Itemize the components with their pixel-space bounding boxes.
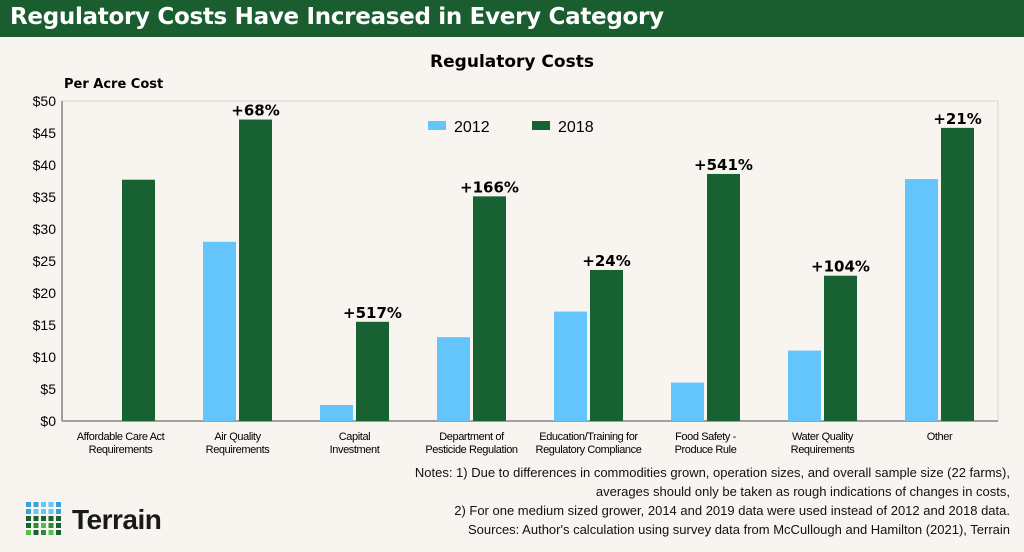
- change-label: +24%: [582, 252, 630, 270]
- page-title: Regulatory Costs Have Increased in Every…: [10, 4, 664, 30]
- y-tick-label: $45: [33, 125, 57, 141]
- logo-dot: [41, 530, 46, 535]
- y-tick-label: $0: [40, 413, 56, 429]
- x-tick-label: Requirements: [791, 444, 856, 456]
- logo-dot: [56, 530, 61, 535]
- bar-2018: [824, 275, 857, 421]
- logo-dot: [48, 509, 54, 514]
- bar-2018: [122, 179, 155, 421]
- bar-2012: [437, 337, 470, 421]
- logo-dot: [33, 523, 39, 528]
- y-tick-label: $25: [33, 253, 57, 269]
- y-tick-label: $10: [33, 349, 57, 365]
- note-line: 2) For one medium sized grower, 2014 and…: [454, 503, 1010, 518]
- logo-dot: [56, 523, 61, 528]
- logo-dot: [41, 523, 46, 528]
- bar-2012: [320, 405, 353, 421]
- logo-dot: [26, 516, 31, 521]
- bar-chart: $0 $5 $10 $15 $20 $25 $30 $35 $40 $45 $50 Affordabl…: [33, 93, 999, 456]
- logo-dot: [48, 516, 54, 521]
- logo-dot: [26, 509, 31, 514]
- bar-2012: [203, 241, 236, 421]
- legend-swatch-2018: [532, 121, 550, 130]
- logo-dot: [26, 502, 31, 507]
- x-tick-label: Pesticide Regulation: [425, 444, 518, 456]
- logo-dot: [33, 530, 39, 535]
- x-tick-label: Department of: [439, 431, 505, 443]
- x-tick-label: Other: [927, 431, 953, 443]
- logo-dot: [33, 502, 39, 507]
- x-tick-label: Capital: [339, 431, 370, 443]
- y-axis-label: Per Acre Cost: [64, 77, 164, 92]
- x-tick-label: Food Safety -: [675, 431, 737, 443]
- x-tick-label: Requirements: [206, 444, 271, 456]
- y-tick-label: $50: [33, 93, 57, 109]
- header-banner: Regulatory Costs Have Increased in Every…: [0, 0, 1024, 37]
- bar-2012: [671, 382, 704, 421]
- x-tick-label: Investment: [330, 444, 380, 456]
- y-tick-label: $35: [33, 189, 57, 205]
- y-tick-label: $30: [33, 221, 57, 237]
- legend-swatch-2012: [428, 121, 446, 130]
- note-line: averages should only be taken as rough i…: [595, 484, 1010, 499]
- change-label: +517%: [343, 304, 402, 322]
- change-label: +166%: [460, 178, 519, 196]
- bar-2018: [941, 127, 974, 421]
- x-tick-label: Requirements: [89, 444, 154, 456]
- bar-2018: [473, 196, 506, 421]
- logo-dot: [41, 509, 46, 514]
- logo-dot: [33, 516, 39, 521]
- y-tick-label: $5: [40, 381, 56, 397]
- legend-label: 2018: [558, 119, 594, 136]
- bar-2018: [356, 321, 389, 421]
- x-tick-label: Affordable Care Act: [77, 431, 165, 443]
- y-tick-label: $15: [33, 317, 57, 333]
- change-label: +21%: [933, 110, 981, 128]
- bar-2012: [554, 311, 587, 421]
- logo-dot: [48, 502, 54, 507]
- bar-2012: [905, 179, 938, 421]
- x-tick-label: Water Quality: [792, 431, 854, 443]
- note-line: Sources: Author's calculation using surv…: [467, 522, 1010, 537]
- legend-label: 2012: [454, 119, 490, 136]
- chart-title: Regulatory Costs: [430, 52, 594, 72]
- logo-dot: [26, 530, 31, 535]
- x-tick-label: Produce Rule: [675, 444, 737, 456]
- logo-dot: [41, 516, 46, 521]
- logo-dot: [33, 509, 39, 514]
- bar-2018: [590, 269, 623, 421]
- logo-dot: [48, 523, 54, 528]
- terrain-logo-icon: [26, 502, 61, 535]
- logo-dot: [56, 502, 61, 507]
- y-tick-label: $40: [33, 157, 57, 173]
- x-tick-label: Education/Training for: [539, 431, 638, 443]
- notes: Notes: 1) Due to differences in commodit…: [415, 463, 1010, 539]
- change-label: +68%: [231, 102, 279, 120]
- logo-dot: [26, 523, 31, 528]
- bar-2018: [239, 119, 272, 421]
- logo-dot: [56, 509, 61, 514]
- y-tick-label: $20: [33, 285, 57, 301]
- logo-dot: [48, 530, 54, 535]
- change-label: +541%: [694, 156, 753, 174]
- logo-text: Terrain: [72, 504, 162, 535]
- bar-2012: [788, 350, 821, 421]
- x-tick-label: Regulatory Compliance: [536, 444, 642, 456]
- x-tick-label: Air Quality: [214, 431, 261, 443]
- logo-dot: [56, 516, 61, 521]
- bar-2018: [707, 173, 740, 421]
- change-label: +104%: [811, 258, 870, 276]
- logo-dot: [41, 502, 46, 507]
- note-line: Notes: 1) Due to differences in commodit…: [414, 465, 1010, 480]
